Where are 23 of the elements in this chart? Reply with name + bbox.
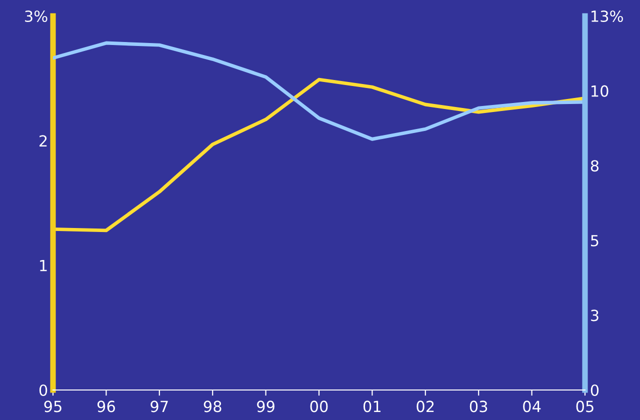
y2-tick-label: 0 — [590, 384, 599, 396]
y-tick-label: 0 — [39, 384, 48, 396]
x-tick-label: 95 — [44, 400, 62, 412]
line-series — [53, 78, 585, 232]
x-tick-label: 99 — [257, 400, 274, 412]
x-tick-label: 03 — [470, 400, 488, 412]
y2-tick-label: 13% — [592, 10, 623, 22]
x-tick-label: 96 — [97, 400, 115, 412]
x-tick-label: 01 — [363, 400, 381, 412]
y2-tick-label: 5 — [591, 235, 598, 246]
x-tick-label: 04 — [523, 400, 541, 412]
x-tick-label: 98 — [204, 400, 222, 412]
y2-tick-label: 8 — [590, 160, 599, 172]
x-tick-label: 97 — [150, 400, 168, 412]
y2-tick-label: 3 — [591, 310, 598, 322]
x-tick-label: 02 — [416, 400, 434, 412]
y-tick-label: 2 — [40, 135, 47, 146]
y-tick-label: 1 — [40, 260, 47, 272]
x-tick-label: 05 — [576, 400, 594, 412]
y-tick-label: 3% — [25, 10, 48, 22]
line-series — [53, 41, 585, 141]
x-tick-label: 00 — [310, 400, 328, 412]
y2-tick-label: 10 — [592, 85, 608, 97]
